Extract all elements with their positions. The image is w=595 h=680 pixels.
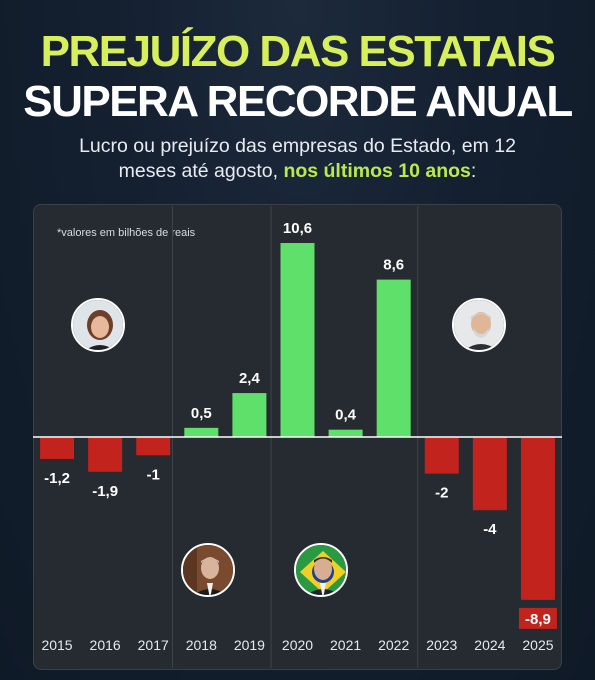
value-label-2019: 2,4	[239, 370, 261, 387]
bar-2021	[328, 429, 363, 437]
value-label-2022: 8,6	[383, 257, 404, 274]
title-line-2: SUPERA RECORDE ANUAL	[23, 77, 573, 126]
value-label-badge	[518, 607, 557, 629]
value-label-2023: -2	[435, 485, 448, 502]
x-tick-2025: 2025	[522, 637, 553, 653]
subtitle-line-2: meses até agosto, nos últimos 10 anos:	[0, 159, 595, 184]
subtitle: Lucro ou prejuízo das empresas do Estado…	[0, 134, 595, 184]
x-tick-2021: 2021	[330, 637, 361, 653]
values-note: *valores em bilhões de reais	[57, 227, 196, 239]
bar-2025	[520, 437, 555, 600]
x-tick-2015: 2015	[41, 637, 72, 653]
bar-2022	[376, 279, 411, 437]
bar-2020	[280, 243, 315, 437]
subtitle-text-b: :	[470, 160, 477, 182]
bar-2024	[472, 437, 507, 511]
portrait-left-upper-icon	[71, 298, 125, 352]
x-tick-2020: 2020	[282, 637, 313, 653]
x-tick-2016: 2016	[90, 637, 121, 653]
x-tick-2017: 2017	[138, 637, 169, 653]
bar-2016	[88, 437, 123, 472]
value-label-2020: 10,6	[283, 220, 312, 237]
x-tick-2023: 2023	[426, 637, 457, 653]
value-label-2025: -8,9	[525, 611, 551, 628]
subtitle-text-a: meses até agosto,	[118, 160, 284, 182]
bar-2017	[136, 437, 171, 456]
x-tick-2022: 2022	[378, 637, 409, 653]
value-label-2021: 0,4	[335, 407, 357, 424]
title-line-1: PREJUÍZO DAS ESTATAIS	[40, 27, 556, 76]
subtitle-highlight: nos últimos 10 anos	[283, 160, 471, 182]
bar-2015	[40, 437, 75, 459]
bar-2019	[232, 393, 267, 437]
subtitle-line-1: Lucro ou prejuízo das empresas do Estado…	[79, 135, 516, 157]
value-label-2017: -1	[147, 466, 160, 483]
portrait-middle-lower-icon	[294, 543, 348, 597]
x-tick-2018: 2018	[186, 637, 217, 653]
portrait-right-upper-icon	[452, 298, 506, 352]
value-label-2024: -4	[483, 521, 497, 538]
value-label-2016: -1,9	[92, 483, 118, 500]
x-tick-2019: 2019	[234, 637, 265, 653]
x-tick-2024: 2024	[474, 637, 505, 653]
bar-2023	[424, 437, 459, 474]
portrait-left-lower-icon	[181, 543, 235, 597]
value-label-2015: -1,2	[44, 470, 70, 487]
bar-2018	[184, 427, 219, 437]
value-label-2018: 0,5	[191, 405, 212, 422]
